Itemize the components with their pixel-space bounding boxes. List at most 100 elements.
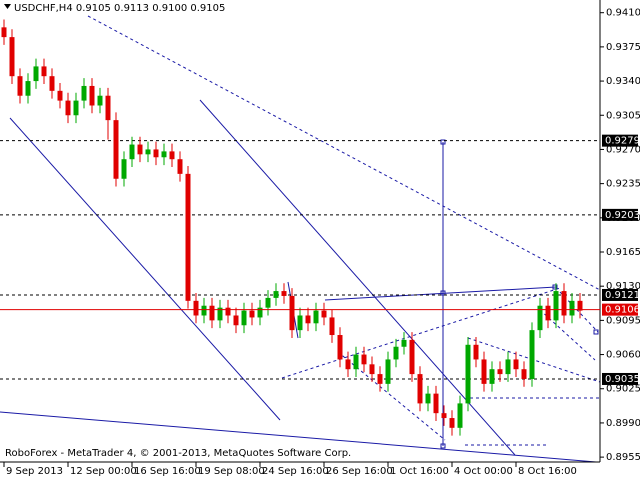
candle-body [57, 90, 63, 101]
trend-line [467, 337, 601, 383]
y-tick-label: 0.9025 [606, 384, 640, 395]
candle-body [401, 339, 407, 347]
candle-body [537, 305, 543, 331]
level-badge [602, 134, 638, 147]
trend-line [87, 15, 601, 291]
candle-body [265, 297, 271, 308]
candle-body [289, 295, 295, 331]
x-tick-label: 1 Oct 16:00 [390, 466, 449, 477]
y-tick-label: 0.8990 [606, 418, 640, 429]
candle-body [33, 66, 39, 82]
candle-body [393, 346, 399, 360]
y-tick-label: 0.9375 [606, 42, 640, 53]
level-badge [602, 288, 638, 301]
y-tick-label: 0.9270 [606, 144, 640, 155]
candle-body [249, 310, 255, 318]
candle-body [89, 85, 95, 106]
candle-body [313, 310, 319, 324]
candle-body [193, 300, 199, 316]
y-tick-label: 0.9340 [606, 76, 640, 87]
candle-body [129, 144, 135, 160]
candle-body [153, 149, 159, 158]
candle-body [345, 359, 351, 370]
y-tick-label: 0.8955 [606, 452, 640, 463]
y-tick-label: 0.9130 [606, 281, 640, 292]
current-price-label: 0.9106 [605, 305, 640, 316]
candle-body [465, 344, 471, 404]
trend-line [199, 99, 516, 456]
candle-body [113, 120, 119, 179]
candle-body [257, 307, 263, 318]
level-label: 0.9203 [605, 210, 640, 221]
menu-icon [4, 4, 11, 9]
anchor [440, 443, 446, 449]
candle-body [529, 330, 535, 379]
candle-body [233, 315, 239, 326]
x-tick-label: 19 Sep 08:00 [198, 466, 265, 477]
candle-body [305, 315, 311, 324]
candle-body [329, 317, 335, 336]
trend-line [337, 351, 446, 441]
candle-body [145, 149, 151, 155]
candle-body [425, 393, 431, 404]
candle-body [577, 300, 583, 311]
candle-body [441, 413, 447, 419]
candle-body [321, 310, 327, 318]
candle-body [121, 159, 127, 179]
candle-body [473, 344, 479, 360]
candle-body [81, 85, 87, 101]
candle-body [17, 76, 23, 96]
y-tick-label: 0.9305 [606, 110, 640, 121]
y-tick-label: 0.9165 [606, 247, 640, 258]
level-badge [602, 372, 638, 385]
candle-body [505, 359, 511, 375]
current-price-badge [602, 303, 638, 316]
y-tick-label: 0.9060 [606, 350, 640, 361]
candle-body [97, 95, 103, 106]
candle-body [513, 359, 519, 370]
candle-body [553, 291, 559, 321]
x-tick-label: 9 Sep 2013 [6, 466, 63, 477]
candle-body [217, 307, 223, 321]
candle-body [281, 291, 287, 296]
candle-body [417, 374, 423, 404]
anchor [440, 290, 446, 296]
candle-body [241, 310, 247, 326]
footer: RoboForex - MetaTrader 4, © 2001-2013, M… [5, 448, 351, 459]
candle-body [337, 335, 343, 360]
candle-body [137, 144, 143, 155]
candle-body [481, 359, 487, 384]
level-label: 0.9035 [605, 374, 640, 385]
candle-body [545, 305, 551, 321]
candle-body [161, 151, 167, 158]
chart-title: USDCHF,H4 0.9105 0.9113 0.9100 0.9105 [14, 3, 225, 14]
candle-body [41, 66, 47, 77]
candle-body [361, 354, 367, 365]
anchor [552, 284, 558, 290]
candle-body [377, 374, 383, 384]
trend-line [0, 411, 597, 463]
candle-body [73, 100, 79, 116]
candle-body [49, 76, 55, 91]
candle-body [177, 159, 183, 174]
anchor [440, 139, 446, 145]
candle-body [353, 354, 359, 370]
candle-body [569, 300, 575, 316]
candle-body [457, 403, 463, 428]
candle-body [273, 291, 279, 298]
candle-body [489, 369, 495, 384]
candle-body [521, 369, 527, 379]
candle-body [433, 393, 439, 414]
candle-body [561, 291, 567, 316]
level-badge [602, 208, 638, 221]
candle-body [201, 305, 207, 316]
x-tick-label: 16 Sep 16:00 [134, 466, 201, 477]
y-tick-label: 0.9095 [606, 315, 640, 326]
trend-line [281, 287, 561, 379]
candle-body [185, 173, 191, 301]
candle-body [449, 418, 455, 428]
candle-body [25, 81, 31, 96]
candle-body [169, 151, 175, 160]
